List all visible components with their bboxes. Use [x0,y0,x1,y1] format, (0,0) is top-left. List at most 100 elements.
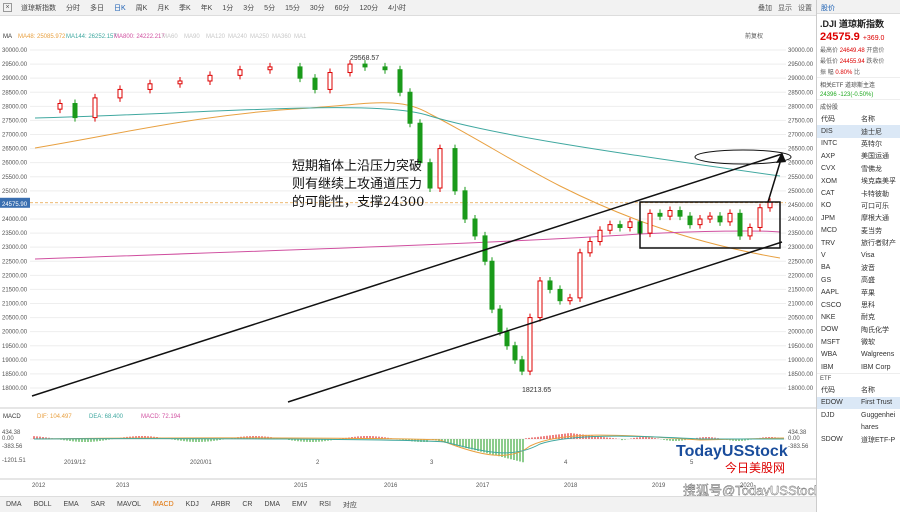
candle-body [577,252,583,299]
ma-legend-item: MA120 [206,34,226,40]
period-tab[interactable]: 月K [157,4,170,12]
period-tab[interactable]: 季K [179,4,191,12]
list-item[interactable]: DJD Guggenhei [817,409,900,421]
macd-axis-label: 0.00 [788,436,800,442]
indicator-tab[interactable]: RSI [319,501,331,508]
current-price-text: 24575.90 [2,202,28,208]
time-axis-label: 2016 [384,483,398,489]
candle-body [417,122,423,164]
candle-body [747,226,753,237]
list-item[interactable]: CAT 卡特彼勒 [817,187,900,199]
price-axis-label: 22500.00 [788,259,814,265]
period-tab[interactable]: 30分 [309,4,325,12]
indicator-tab[interactable]: DMA [264,501,281,508]
ticker-name: Visa [861,251,875,259]
period-tab[interactable]: 1分 [222,4,234,12]
period-tab[interactable]: 5分 [264,4,276,12]
list-item[interactable]: AAPL 苹果 [817,286,900,298]
list-item[interactable]: IBM IBM Corp [817,361,900,373]
kline-chart[interactable]: 30000.00 30000.00 29500.00 29500.00 29000.00… [0,16,816,496]
list-item[interactable]: BA 波音 [817,262,900,274]
list-item[interactable]: SDOW 道琼ETF-P [817,434,900,446]
list-item[interactable]: INTC 英特尔 [817,138,900,150]
price-axis-label: 29000.00 [788,76,814,82]
period-tab[interactable]: 周K [135,4,148,12]
list-item[interactable]: EDOW First Trust [817,396,900,409]
period-tab[interactable]: 分时 [66,4,80,12]
list-item[interactable]: MCD 麦当劳 [817,225,900,237]
indicator-tab[interactable]: SAR [90,501,106,508]
list-item[interactable]: CSCO 思科 [817,299,900,311]
annotation-text: 则有继续上攻通道压力 [292,177,422,192]
list-item[interactable]: GS 高盛 [817,274,900,286]
candle-body [312,77,318,90]
candle-body [727,212,733,223]
ma48-line [34,102,781,259]
indicator-bar: DMA BOLL EMA SAR MAVOL MACD KDJ ARBR CR DMA EMV RSI… [0,496,816,512]
stat-label: 比 [854,70,861,76]
indicator-tab[interactable]: EMA [63,501,79,508]
list-item[interactable]: TRV 旅行者财产 [817,237,900,249]
ticker-code: KO [821,202,832,210]
ticker-code: CSCO [821,301,842,309]
candle-body [587,241,593,254]
candle-body [717,215,723,223]
list-item[interactable]: DOW 陶氏化学 [817,324,900,336]
list-item[interactable]: AXP 美国运通 [817,150,900,162]
list-item[interactable]: XOM 埃克森美孚 [817,175,900,187]
macd-axis-label: -383.56 [788,444,809,450]
price-axis-label: 28500.00 [2,90,28,96]
candle-body [537,280,543,319]
last-price: 24575.9 +369.0 [817,30,900,44]
chart-canvas[interactable]: 30000.00 30000.00 29500.00 29500.00 29000.00… [0,16,816,496]
ticker-name: 麦当劳 [861,227,882,235]
list-item[interactable]: NKE 耐克 [817,311,900,323]
price-axis-label: 24500.00 [788,203,814,209]
list-item[interactable]: WBA Walgreens [817,348,900,360]
period-tab[interactable]: 3分 [243,4,255,12]
list-item[interactable]: hares [817,421,900,433]
candle-body [427,162,433,189]
ticker-code: NKE [821,313,836,321]
dif-line [33,434,785,456]
indicator-tab[interactable]: ARBR [210,501,231,508]
candle-body [489,260,495,310]
indicator-tab[interactable]: CR [242,501,253,508]
period-tab[interactable]: 60分 [334,4,350,12]
indicator-tab[interactable]: MACD [153,501,174,508]
period-tab[interactable]: 日K [114,4,126,12]
price-axis-label: 27000.00 [788,133,814,139]
low-label: 18213.65 [522,387,551,394]
list-item[interactable]: MSFT 微软 [817,336,900,348]
list-item[interactable]: V Visa [817,249,900,261]
display-button[interactable]: 显示 [778,5,792,12]
period-tab[interactable]: 120分 [359,4,379,12]
close-icon[interactable]: × [3,3,12,12]
indicator-tab[interactable]: 对应 [342,501,357,509]
period-tab[interactable]: 年K [200,4,213,12]
sidebar-header[interactable]: 股价 [817,0,900,14]
indicator-tab[interactable]: MAVOL [117,501,142,508]
list-item[interactable]: KO 可口可乐 [817,200,900,212]
price-axis-label: 26500.00 [2,147,28,153]
period-tab[interactable]: 15分 [285,4,300,12]
indicator-tab[interactable]: KDJ [185,501,199,508]
related-etf[interactable]: 相关ETF 道琼斯主连 [817,77,900,91]
settings-button[interactable]: 设置 [798,5,812,12]
period-tab[interactable]: 道琼斯指数 [21,4,56,12]
watermark-logo: TodayUSStock [676,443,788,460]
ticker-code: DOW [821,326,839,334]
list-item[interactable]: CVX 雪佛龙 [817,163,900,175]
period-tab[interactable]: 多日 [90,4,104,12]
candle-body [504,331,510,347]
indicator-tab[interactable]: DMA [6,501,22,508]
list-item[interactable]: DIS 迪士尼 [817,125,900,138]
list-item[interactable]: JPM 摩根大通 [817,212,900,224]
stat-value: 24455.94 [839,59,865,65]
period-tab[interactable]: 4小时 [388,4,407,12]
indicator-tab[interactable]: BOLL [33,501,52,508]
overlay-button[interactable]: 叠加 [758,5,772,12]
indicator-tab[interactable]: EMV [292,501,308,508]
list-header: 代码 名称 [817,384,900,396]
ticker-code: CAT [821,190,835,198]
